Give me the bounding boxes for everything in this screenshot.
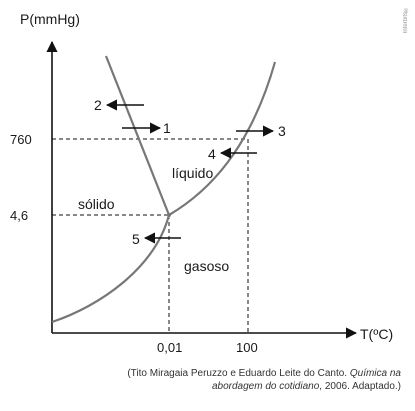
sublimation-curve (51, 214, 171, 324)
credit-year: , 2006. Adaptado.) (319, 381, 401, 392)
credit-line-1: (Tito Miragaia Peruzzo e Eduardo Leite d… (41, 368, 401, 379)
vaporization-curve (168, 61, 277, 216)
credit-title-part2: abordagem do cotidiano (211, 381, 320, 392)
y-axis-label: P(mmHg) (20, 11, 80, 27)
x-tick-100: 100 (236, 340, 258, 355)
region-gas-label: gasoso (184, 258, 229, 274)
region-liquid-label: líquido (172, 165, 213, 181)
region-solid-label: sólido (78, 196, 115, 212)
arrow-1: 1 (122, 120, 171, 136)
arrow-1-label: 1 (163, 120, 171, 136)
x-tick-0-01: 0,01 (157, 340, 182, 355)
arrow-2: 2 (94, 97, 144, 113)
arrow-5: 5 (132, 231, 181, 247)
credit-line-2: abordagem do cotidiano, 2006. Adaptado.) (41, 381, 401, 392)
arrow-3: 3 (236, 123, 286, 139)
y-tick-760: 760 (10, 132, 32, 147)
fusion-curve (104, 55, 171, 216)
x-axis-label: T(ºC) (360, 326, 393, 342)
arrow-3-label: 3 (278, 123, 286, 139)
credit-authors: (Tito Miragaia Peruzzo e Eduardo Leite d… (127, 368, 350, 379)
credit-title-part1: Química na (349, 368, 401, 379)
arrow-2-label: 2 (94, 97, 102, 113)
y-tick-4-6: 4,6 (10, 208, 28, 223)
arrow-4: 4 (208, 146, 257, 162)
arrow-4-label: 4 (208, 146, 216, 162)
arrow-5-label: 5 (132, 231, 140, 247)
watermark: Interbits® (403, 6, 409, 34)
triple-point (167, 213, 171, 217)
